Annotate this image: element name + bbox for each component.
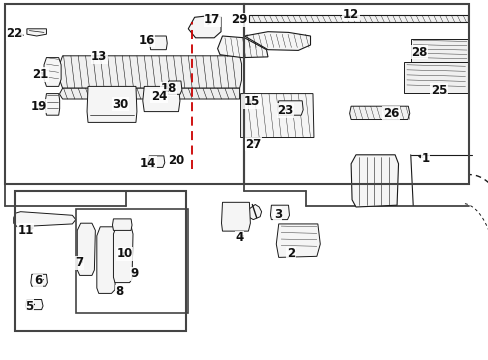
Text: 20: 20 <box>167 154 184 167</box>
Text: 12: 12 <box>342 8 359 21</box>
Bar <box>15 191 185 331</box>
Polygon shape <box>217 36 267 58</box>
Polygon shape <box>276 224 320 257</box>
Text: 4: 4 <box>235 231 243 244</box>
Text: 10: 10 <box>116 247 133 260</box>
Polygon shape <box>142 86 180 112</box>
Polygon shape <box>350 155 398 207</box>
Text: 26: 26 <box>382 107 399 120</box>
Polygon shape <box>349 106 409 120</box>
Text: 23: 23 <box>277 104 293 117</box>
Text: 8: 8 <box>116 285 123 298</box>
Text: 27: 27 <box>244 138 261 150</box>
Text: 28: 28 <box>410 46 427 59</box>
Polygon shape <box>31 274 47 286</box>
Text: 22: 22 <box>6 27 23 40</box>
Polygon shape <box>221 202 250 231</box>
Text: 1: 1 <box>421 152 428 165</box>
Polygon shape <box>97 227 116 293</box>
Polygon shape <box>277 101 303 115</box>
Text: 9: 9 <box>131 267 139 280</box>
Polygon shape <box>410 39 468 62</box>
Polygon shape <box>188 15 221 38</box>
Polygon shape <box>87 86 137 122</box>
Text: 19: 19 <box>30 100 47 113</box>
Polygon shape <box>44 58 61 86</box>
Polygon shape <box>60 88 239 99</box>
Text: 30: 30 <box>112 98 128 111</box>
Text: 24: 24 <box>150 90 167 103</box>
Polygon shape <box>270 205 289 220</box>
Text: 13: 13 <box>91 50 107 63</box>
Text: 14: 14 <box>140 157 156 170</box>
Bar <box>244 4 468 184</box>
Polygon shape <box>148 156 164 167</box>
Polygon shape <box>25 300 43 310</box>
Polygon shape <box>403 62 468 93</box>
Text: 18: 18 <box>160 82 177 95</box>
Polygon shape <box>77 223 95 275</box>
Polygon shape <box>167 81 182 94</box>
Polygon shape <box>149 36 167 50</box>
Text: 16: 16 <box>138 34 155 47</box>
Text: 25: 25 <box>430 84 447 96</box>
Bar <box>5 4 244 184</box>
Polygon shape <box>60 56 241 88</box>
Text: 29: 29 <box>231 13 247 26</box>
Text: 7: 7 <box>76 256 83 269</box>
Text: 2: 2 <box>286 247 294 260</box>
Polygon shape <box>113 226 133 283</box>
Text: 17: 17 <box>203 13 220 26</box>
Text: 3: 3 <box>273 208 281 221</box>
Text: 6: 6 <box>34 274 42 287</box>
Text: 21: 21 <box>32 68 48 81</box>
Polygon shape <box>112 219 132 230</box>
Bar <box>76 209 188 313</box>
Text: 5: 5 <box>25 300 33 312</box>
Polygon shape <box>14 212 76 227</box>
Polygon shape <box>244 32 310 50</box>
Text: 15: 15 <box>243 95 260 108</box>
Polygon shape <box>246 204 261 220</box>
Polygon shape <box>27 29 46 36</box>
Polygon shape <box>240 94 313 138</box>
Polygon shape <box>45 94 60 115</box>
Polygon shape <box>249 15 468 22</box>
Text: 11: 11 <box>17 224 34 237</box>
